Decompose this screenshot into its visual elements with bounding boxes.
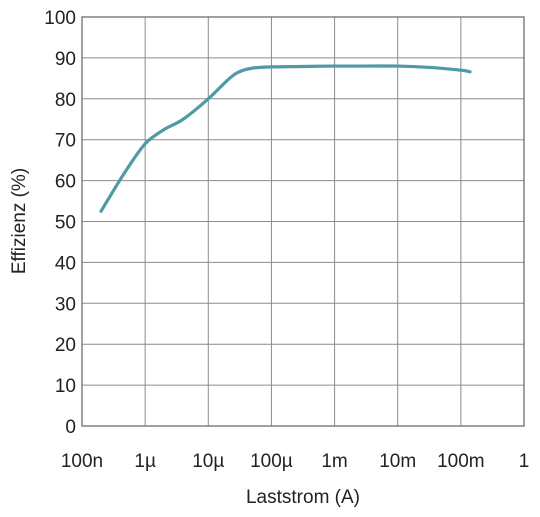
plot-frame — [81, 16, 525, 427]
x-tick-label: 100n — [61, 451, 103, 472]
x-tick-label: 1µ — [134, 451, 156, 472]
y-tick-label: 100 — [44, 8, 76, 29]
y-tick-label: 60 — [55, 172, 76, 193]
y-tick-label: 0 — [65, 417, 76, 438]
x-tick-label: 10m — [379, 451, 416, 472]
y-tick-label: 70 — [55, 131, 76, 152]
x-tick-labels: 100n 1µ 10µ 100µ 1m 10m 100m 1 — [61, 451, 529, 472]
x-tick-label: 100m — [437, 451, 485, 472]
y-tick-label: 20 — [55, 335, 76, 356]
y-tick-label: 90 — [55, 49, 76, 70]
y-tick-label: 30 — [55, 294, 76, 315]
y-tick-label: 50 — [55, 213, 76, 234]
y-tick-label: 80 — [55, 90, 76, 111]
x-tick-label: 1 — [519, 451, 530, 472]
x-tick-label: 1m — [321, 451, 347, 472]
x-tick-label: 10µ — [192, 451, 224, 472]
series-group — [99, 64, 472, 213]
y-tick-label: 40 — [55, 253, 76, 274]
y-tick-labels: 0 10 20 30 40 50 60 70 80 90 100 — [44, 8, 76, 438]
y-axis-title: Effizienz (%) — [9, 168, 30, 274]
efficiency-series-line — [99, 64, 472, 213]
grid-lines — [81, 16, 525, 427]
x-axis-title: Laststrom (A) — [246, 487, 360, 508]
x-tick-label: 100µ — [250, 451, 293, 472]
y-tick-label: 10 — [55, 376, 76, 397]
